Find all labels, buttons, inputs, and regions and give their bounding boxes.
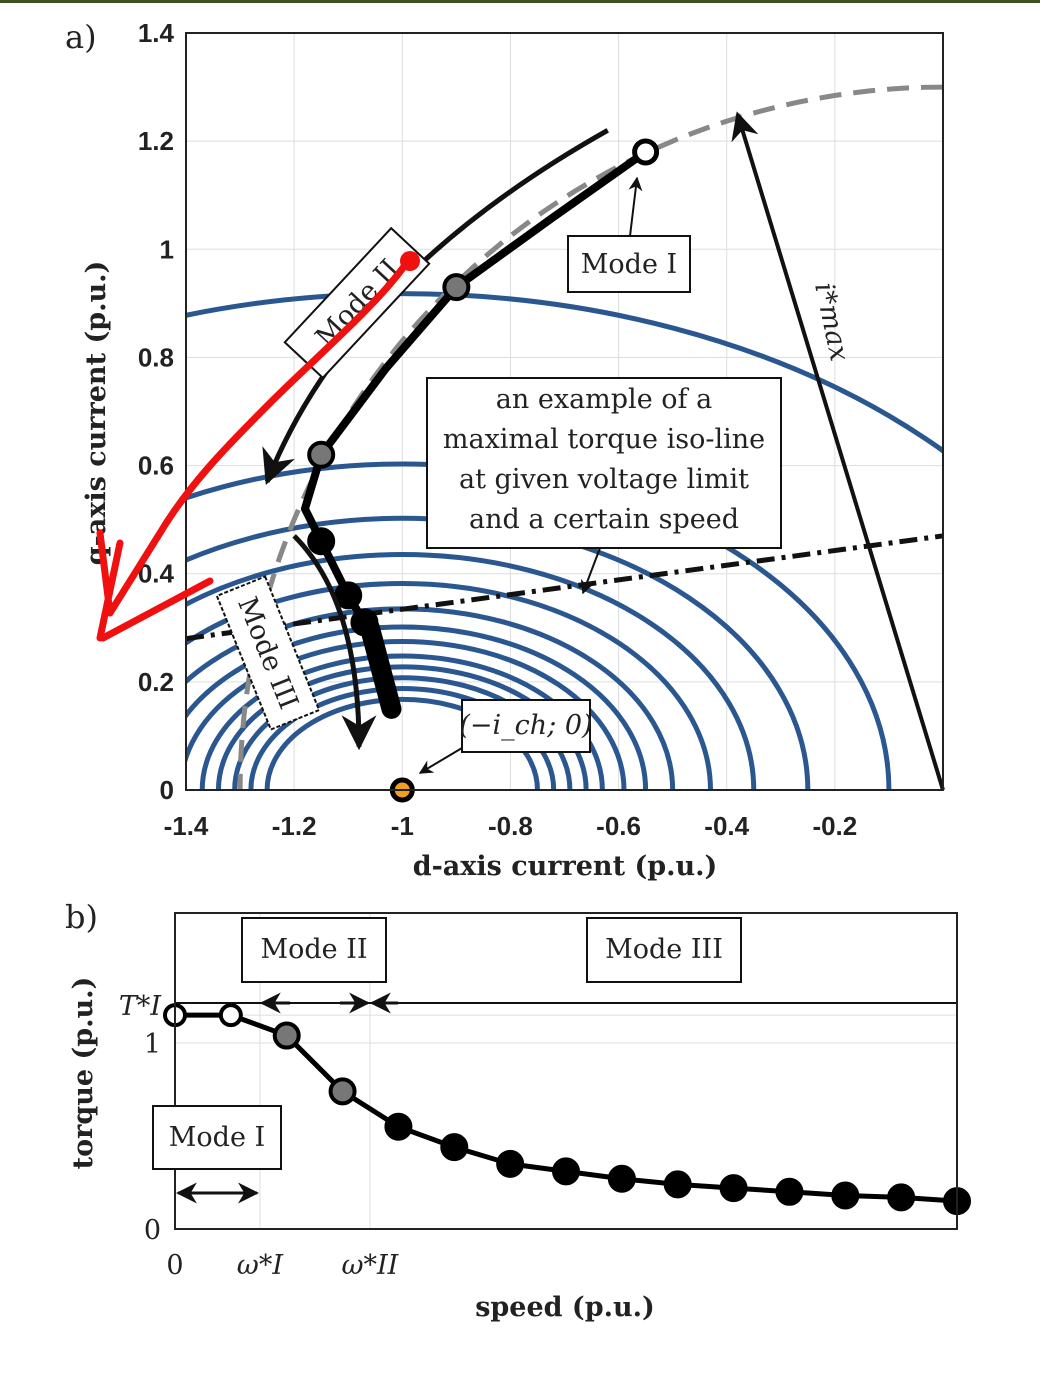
plot-frame (174, 912, 958, 1230)
y-tick-label: 1 (160, 234, 174, 264)
panel-label-b: b) (65, 898, 98, 936)
torque-marker (384, 1112, 413, 1141)
x-tick-label: -1.4 (164, 811, 209, 841)
y-axis-label: torque (p.u.) (68, 977, 99, 1170)
iso-annotation-line: an example of a (496, 384, 712, 415)
x-tick-label: -0.4 (704, 811, 749, 841)
torque-marker (328, 1077, 357, 1106)
red-annotation-dot (400, 251, 420, 271)
torque-marker (831, 1181, 860, 1210)
y-tick-label: 0.6 (138, 451, 174, 481)
voltage-limit-ellipse (248, 686, 557, 790)
x-tick-label: -0.2 (812, 811, 857, 841)
imax-label: i*max (808, 280, 855, 364)
x-tick-label: -1 (391, 811, 414, 841)
torque-marker (496, 1149, 525, 1178)
voltage-limit-ellipse (186, 461, 892, 790)
torque-marker (887, 1183, 916, 1212)
torque-marker (272, 1021, 301, 1050)
x-tick-label: -0.8 (488, 811, 533, 841)
x-tick-label: ω*II (342, 1250, 400, 1281)
torque-marker (775, 1177, 804, 1206)
voltage-limit-ellipse (186, 515, 811, 790)
x-tick-label: 0 (166, 1250, 183, 1281)
iso-annotation-line: and a certain speed (469, 504, 739, 535)
trajectory-marker (350, 608, 379, 637)
trajectory-dense-end (359, 617, 402, 719)
trajectory-marker (334, 581, 363, 610)
mode1-pointer (628, 176, 643, 237)
mode-box (152, 1105, 282, 1170)
trajectory-marker (307, 440, 336, 469)
y-tick-label: 1.4 (138, 18, 175, 48)
mode1-label: Mode I (581, 249, 677, 280)
iso-box (426, 377, 782, 549)
voltage-limit-ellipse (232, 675, 573, 790)
mode2-annotation: Mode II (283, 226, 431, 380)
torque-marker (552, 1157, 580, 1186)
voltage-limit-ellipse (186, 581, 713, 790)
x-axis-label: speed (p.u.) (475, 1292, 655, 1323)
mode-label: Mode II (260, 934, 367, 965)
y-tick-label: 0 (144, 1215, 161, 1246)
torque-marker (719, 1174, 748, 1203)
mode3-arrow (292, 534, 377, 751)
figure-svg: -1.4 -1.2 -1 -0.8 -0.6 -0.4 -0.200.20.40.60.81… (65, 18, 971, 1323)
mode-label: Mode III (605, 934, 723, 965)
y-tick-label: 1.2 (138, 126, 174, 156)
iso-annotation-line: at given voltage limit (459, 464, 749, 495)
mode-box (586, 917, 742, 983)
panel-label-a: a) (65, 18, 97, 56)
torque-marker (218, 1003, 243, 1028)
y-tick-label: 0 (160, 775, 174, 805)
trajectory-marker (442, 273, 471, 302)
mode2-box (283, 226, 431, 380)
trajectory-marker (632, 138, 660, 166)
y-axis-label: q-axis current (p.u.) (81, 261, 112, 566)
x-tick-label: -0.6 (596, 811, 641, 841)
mode-label: Mode I (169, 1122, 265, 1153)
plot-frame (185, 32, 944, 791)
x-tick-label: -1.2 (272, 811, 317, 841)
mode1-box (567, 235, 691, 293)
iso-annotation-line: maximal torque iso-line (443, 424, 765, 455)
voltage-limit-ellipse (264, 696, 540, 790)
voltage-limit-ellipse (186, 639, 627, 790)
voltage-limit-ellipse (215, 664, 589, 790)
mode3-box (215, 575, 321, 731)
center-box (461, 699, 591, 753)
torque-iso-line (186, 533, 943, 642)
trajectory-marker (307, 527, 336, 556)
torque-marker (663, 1170, 692, 1199)
center-label: (−i_ch; 0) (459, 710, 592, 741)
red-annotation-arrow (96, 254, 414, 642)
mode3-annotation: Mode III (215, 575, 321, 731)
y-tick-label: 0.8 (138, 342, 174, 372)
torque-marker (607, 1164, 636, 1193)
x-tick-label: ω*I (237, 1250, 285, 1281)
iso-pointer (580, 547, 601, 595)
center-pointer (418, 747, 463, 774)
imax-arrow (731, 111, 945, 791)
y-tick-label: T*I (119, 991, 163, 1022)
y-tick-label: 0.2 (138, 667, 174, 697)
mode-box (241, 917, 387, 983)
x-axis-label: d-axis current (p.u.) (413, 851, 718, 882)
y-tick-label: 1 (144, 1029, 161, 1060)
torque-marker (440, 1133, 469, 1162)
